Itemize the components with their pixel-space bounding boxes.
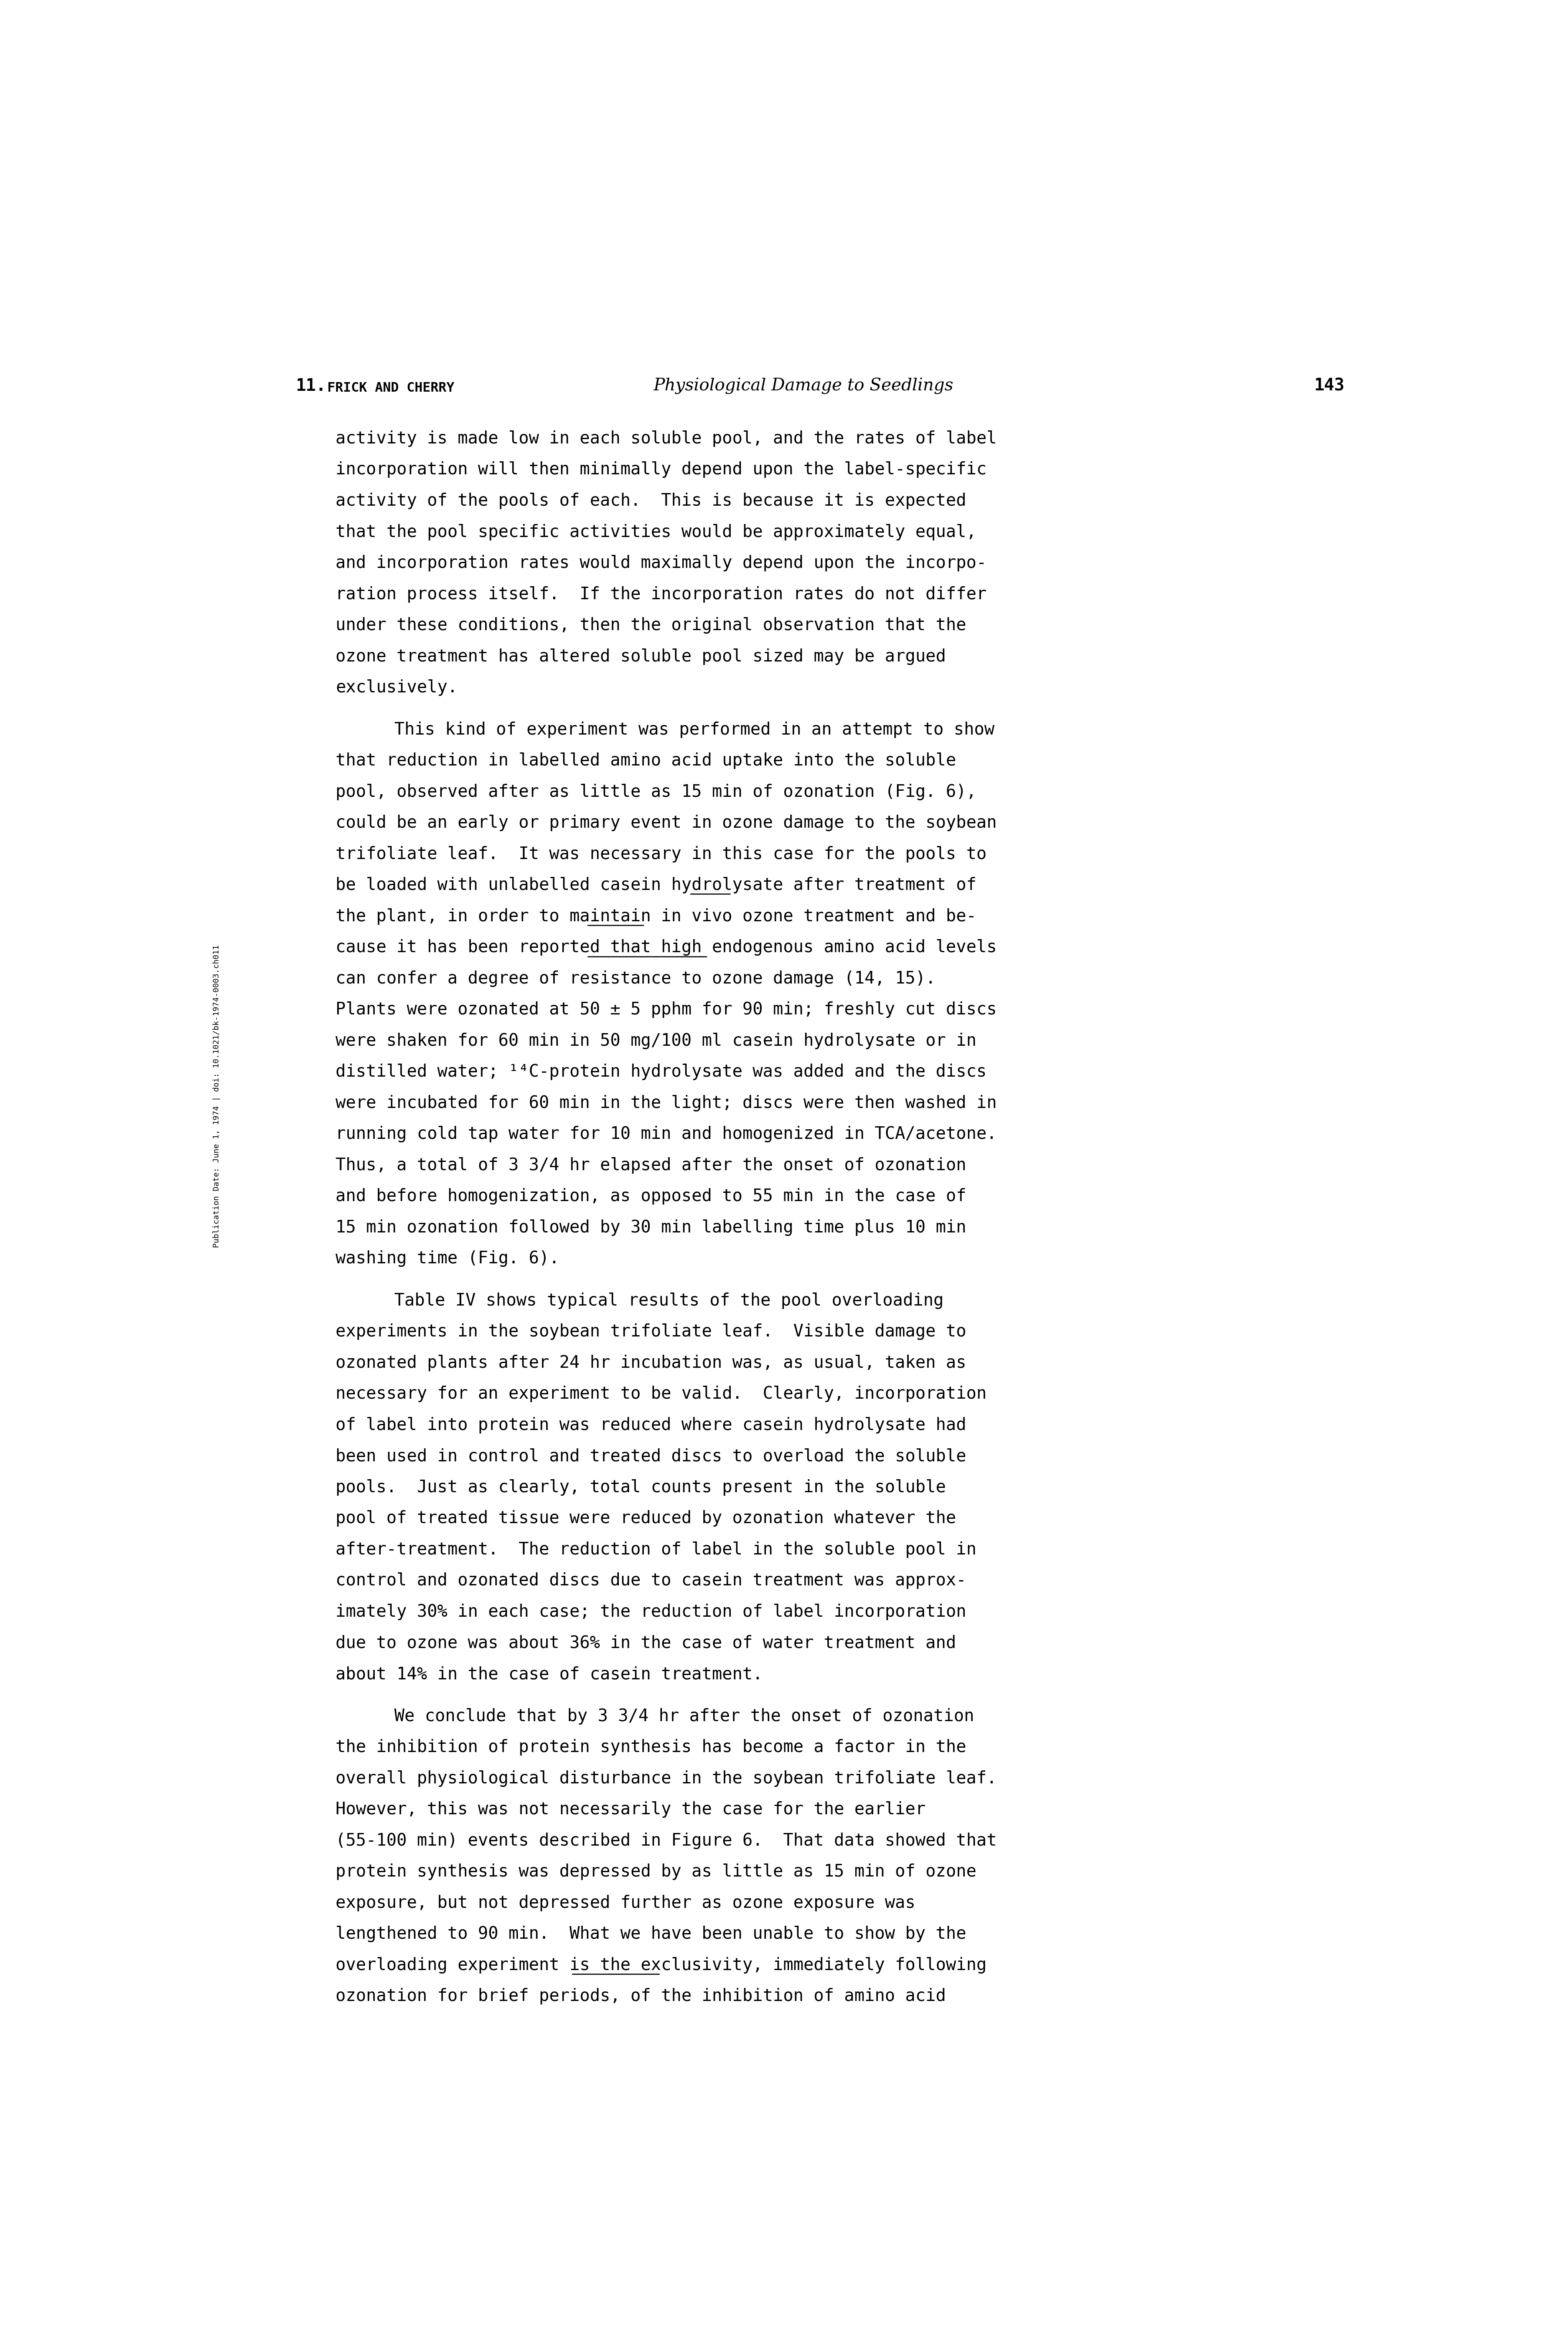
Text: were incubated for 60 min in the light; discs were then washed in: were incubated for 60 min in the light; … [336,1095,997,1112]
Text: necessary for an experiment to be valid.  Clearly, incorporation: necessary for an experiment to be valid.… [336,1386,986,1403]
Text: (55-100 min) events described in Figure 6.  That data showed that: (55-100 min) events described in Figure … [336,1833,997,1849]
Text: ration process itself.  If the incorporation rates do not differ: ration process itself. If the incorporat… [336,585,986,602]
Text: exposure, but not depressed further as ozone exposure was: exposure, but not depressed further as o… [336,1894,916,1911]
Text: distilled water; ¹⁴C-protein hydrolysate was added and the discs: distilled water; ¹⁴C-protein hydrolysate… [336,1065,986,1081]
Text: experiments in the soybean trifoliate leaf.  Visible damage to: experiments in the soybean trifoliate le… [336,1323,966,1340]
Text: and before homogenization, as opposed to 55 min in the case of: and before homogenization, as opposed to… [336,1189,966,1206]
Text: after-treatment.  The reduction of label in the soluble pool in: after-treatment. The reduction of label … [336,1542,977,1558]
Text: been used in control and treated discs to overload the soluble: been used in control and treated discs t… [336,1448,966,1464]
Text: lengthened to 90 min.  What we have been unable to show by the: lengthened to 90 min. What we have been … [336,1925,966,1943]
Text: can confer a degree of resistance to ozone damage (14, 15).: can confer a degree of resistance to ozo… [336,971,936,987]
Text: the plant, in order to maintain in vivo ozone treatment and be-: the plant, in order to maintain in vivo … [336,907,977,924]
Text: ozonated plants after 24 hr incubation was, as usual, taken as: ozonated plants after 24 hr incubation w… [336,1354,966,1370]
Text: cause it has been reported that high endogenous amino acid levels: cause it has been reported that high end… [336,940,997,956]
Text: pool of treated tissue were reduced by ozonation whatever the: pool of treated tissue were reduced by o… [336,1511,956,1528]
Text: 11.: 11. [296,378,326,395]
Text: be loaded with unlabelled casein hydrolysate after treatment of: be loaded with unlabelled casein hydroly… [336,877,977,893]
Text: We conclude that by 3 3/4 hr after the onset of ozonation: We conclude that by 3 3/4 hr after the o… [394,1708,974,1725]
Text: This kind of experiment was performed in an attempt to show: This kind of experiment was performed in… [394,721,994,738]
Text: pool, observed after as little as 15 min of ozonation (Fig. 6),: pool, observed after as little as 15 min… [336,783,977,799]
Text: Thus, a total of 3 3/4 hr elapsed after the onset of ozonation: Thus, a total of 3 3/4 hr elapsed after … [336,1156,966,1173]
Text: trifoliate leaf.  It was necessary in this case for the pools to: trifoliate leaf. It was necessary in thi… [336,846,986,862]
Text: control and ozonated discs due to casein treatment was approx-: control and ozonated discs due to casein… [336,1572,966,1589]
Text: FRICK AND CHERRY: FRICK AND CHERRY [328,381,455,395]
Text: overloading experiment is the exclusivity, immediately following: overloading experiment is the exclusivit… [336,1958,986,1974]
Text: about 14% in the case of casein treatment.: about 14% in the case of casein treatmen… [336,1666,764,1683]
Text: under these conditions, then the original observation that the: under these conditions, then the origina… [336,618,966,634]
Text: activity is made low in each soluble pool, and the rates of label: activity is made low in each soluble poo… [336,430,997,446]
Text: Table IV shows typical results of the pool overloading: Table IV shows typical results of the po… [394,1293,944,1309]
Text: ozone treatment has altered soluble pool sized may be argued: ozone treatment has altered soluble pool… [336,649,946,665]
Text: that the pool specific activities would be approximately equal,: that the pool specific activities would … [336,524,977,540]
Text: the inhibition of protein synthesis has become a factor in the: the inhibition of protein synthesis has … [336,1739,966,1755]
Text: washing time (Fig. 6).: washing time (Fig. 6). [336,1250,560,1267]
Text: imately 30% in each case; the reduction of label incorporation: imately 30% in each case; the reduction … [336,1603,966,1619]
Text: However, this was not necessarily the case for the earlier: However, this was not necessarily the ca… [336,1800,925,1819]
Text: incorporation will then minimally depend upon the label-specific: incorporation will then minimally depend… [336,461,986,477]
Text: exclusively.: exclusively. [336,679,458,696]
Text: protein synthesis was depressed by as little as 15 min of ozone: protein synthesis was depressed by as li… [336,1864,977,1880]
Text: could be an early or primary event in ozone damage to the soybean: could be an early or primary event in oz… [336,815,997,832]
Text: Plants were ozonated at 50 ± 5 pphm for 90 min; freshly cut discs: Plants were ozonated at 50 ± 5 pphm for … [336,1001,997,1018]
Text: ozonation for brief periods, of the inhibition of amino acid: ozonation for brief periods, of the inhi… [336,1988,946,2005]
Text: Physiological Damage to Seedlings: Physiological Damage to Seedlings [654,378,953,395]
Text: were shaken for 60 min in 50 mg/100 ml casein hydrolysate or in: were shaken for 60 min in 50 mg/100 ml c… [336,1032,977,1048]
Text: activity of the pools of each.  This is because it is expected: activity of the pools of each. This is b… [336,494,966,510]
Text: 143: 143 [1314,378,1344,395]
Text: Publication Date: June 1, 1974 | doi: 10.1021/bk-1974-0003.ch011: Publication Date: June 1, 1974 | doi: 10… [213,945,221,1248]
Text: and incorporation rates would maximally depend upon the incorpo-: and incorporation rates would maximally … [336,555,986,571]
Text: 15 min ozonation followed by 30 min labelling time plus 10 min: 15 min ozonation followed by 30 min labe… [336,1220,966,1236]
Text: that reduction in labelled amino acid uptake into the soluble: that reduction in labelled amino acid up… [336,752,956,768]
Text: pools.  Just as clearly, total counts present in the soluble: pools. Just as clearly, total counts pre… [336,1478,946,1495]
Text: due to ozone was about 36% in the case of water treatment and: due to ozone was about 36% in the case o… [336,1636,956,1652]
Text: overall physiological disturbance in the soybean trifoliate leaf.: overall physiological disturbance in the… [336,1770,997,1786]
Text: of label into protein was reduced where casein hydrolysate had: of label into protein was reduced where … [336,1417,966,1434]
Text: running cold tap water for 10 min and homogenized in TCA/acetone.: running cold tap water for 10 min and ho… [336,1126,997,1142]
